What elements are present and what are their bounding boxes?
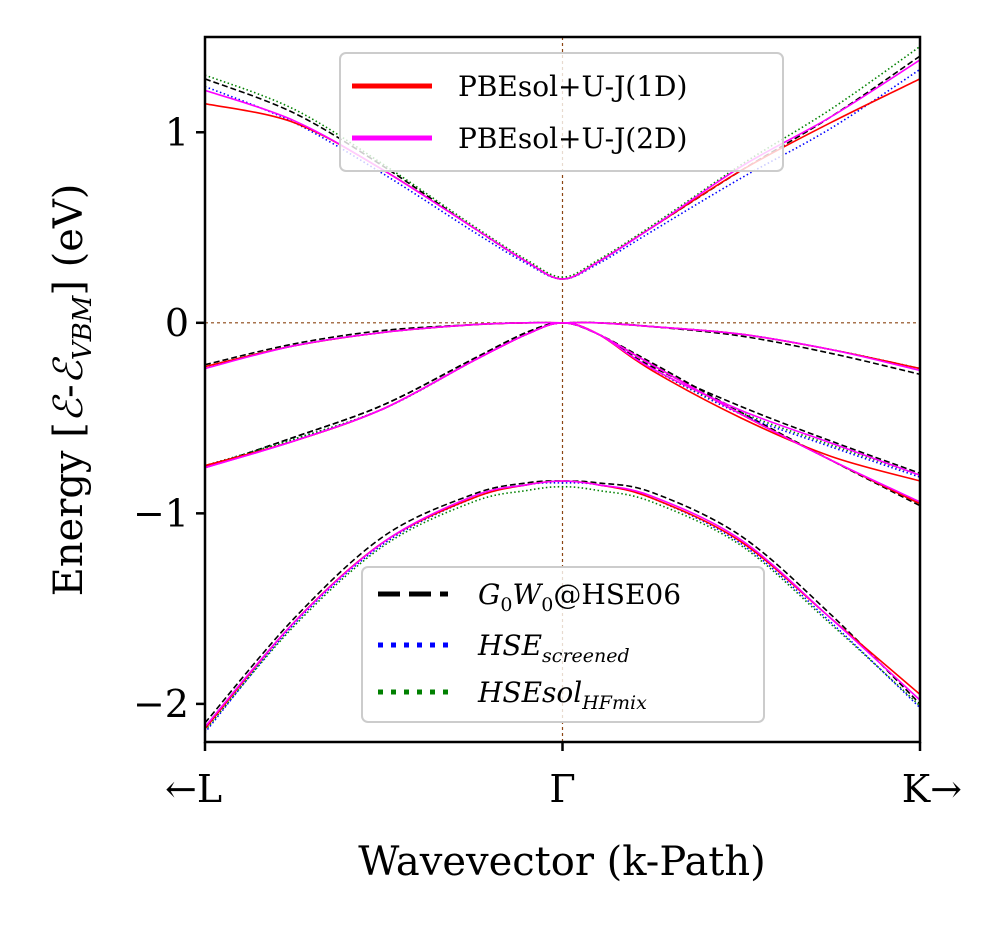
band-line-5	[205, 480, 920, 728]
legend-g0w0-sub1: 0	[500, 594, 512, 616]
y-axis-title-e2: ℰ	[46, 356, 92, 384]
legend-top-frame	[339, 52, 784, 172]
x-axis-title: Wavevector (k-Path)	[358, 839, 765, 885]
legend-bottom: G0W0@HSE06 HSEscreened HSEsolHFmix	[361, 566, 765, 723]
series-layer	[205, 45, 920, 734]
legend-hsesol-sub: HFmix	[581, 692, 647, 714]
legend-g0w0-w: W	[512, 578, 543, 611]
legend-hse-main: HSE	[477, 629, 542, 662]
legend-label-hse-screened: HSEscreened	[477, 629, 630, 667]
y-axis-title-e1: ℰ	[46, 394, 92, 422]
band-line-4	[205, 321, 920, 503]
band-line-5	[205, 480, 920, 724]
axis-ticks: 1 0 −1 −2 ←L Γ K→	[133, 110, 962, 811]
y-axis-title: Energy [ℰ-ℰVBM] (eV)	[46, 184, 98, 597]
y-tick-label: −2	[133, 682, 189, 726]
legend-g0w0-sub2: 0	[541, 594, 553, 616]
x-tick-label: Γ	[549, 767, 575, 811]
reference-lines	[205, 37, 920, 742]
legend-top: PBEsol+U-J(1D) PBEsol+U-J(2D)	[339, 52, 784, 172]
legend-hse-sub: screened	[542, 645, 630, 667]
series-pbesol-u-j-2d-	[205, 59, 920, 728]
legend-label-pbesol-1d: PBEsol+U-J(1D)	[458, 70, 687, 103]
y-axis-title-sub: VBM	[68, 294, 98, 360]
y-axis-title-prefix: Energy [	[46, 422, 92, 596]
x-tick-label: ←L	[165, 767, 222, 811]
legend-label-g0w0: G0W0@HSE06	[478, 578, 681, 616]
legend-g0w0-tail: @HSE06	[553, 578, 681, 611]
legend-label-pbesol-2d: PBEsol+U-J(2D)	[458, 122, 687, 155]
y-axis-title-suffix: ] (eV)	[46, 184, 92, 296]
y-tick-label: 0	[165, 301, 189, 345]
legend-bottom-frame	[361, 566, 765, 723]
y-axis-title-dash: -	[46, 384, 92, 398]
band-line-5	[205, 485, 920, 732]
legend-g0w0-g: G	[478, 578, 500, 611]
x-tick-label: K→	[902, 767, 962, 811]
y-tick-label: −1	[133, 491, 189, 535]
y-tick-label: 1	[165, 110, 189, 154]
legend-label-hsesol-hfmix: HSEsolHFmix	[477, 676, 647, 714]
band-line-5	[205, 482, 920, 734]
legend-hsesol-main: HSEsol	[477, 676, 582, 709]
